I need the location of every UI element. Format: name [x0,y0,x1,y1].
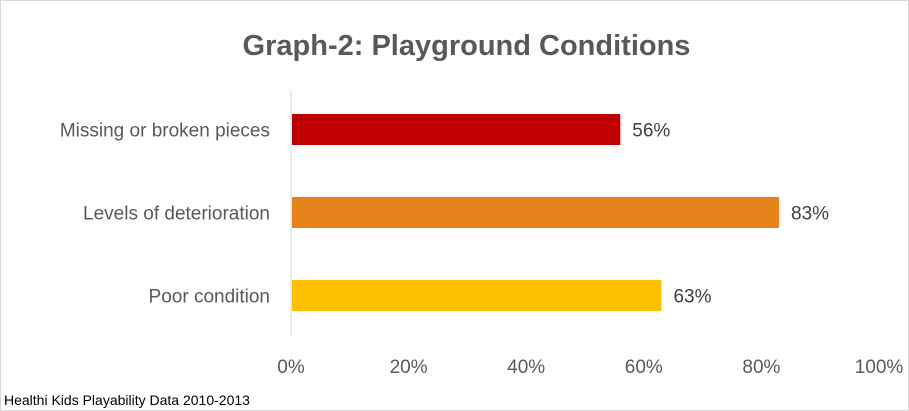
bar-3 [292,280,662,311]
category-label: Missing or broken pieces [60,121,270,142]
category-label: Poor condition [149,287,270,308]
x-tick-label: 100% [855,357,904,378]
category-label: Levels of deterioration [83,204,270,225]
x-tick-label: 60% [625,357,663,378]
bar-1 [292,114,621,145]
x-tick-label: 40% [507,357,545,378]
bar-2 [292,197,780,228]
data-label: 63% [673,287,711,308]
data-label: 83% [791,204,829,225]
x-tick-label: 0% [277,357,305,378]
x-tick-label: 20% [390,357,428,378]
data-label: 56% [632,121,670,142]
source-note: Healthi Kids Playability Data 2010-2013 [4,392,250,408]
chart-title: Graph-2: Playground Conditions [242,30,691,62]
x-tick-label: 80% [742,357,780,378]
